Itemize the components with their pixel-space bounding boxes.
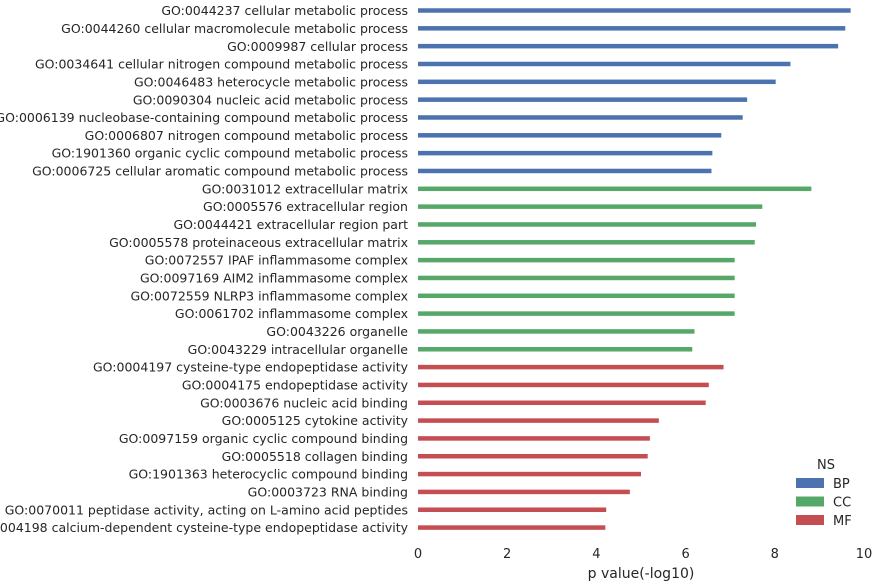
category-label: GO:0043226 organelle xyxy=(266,324,408,339)
bar-bp-3 xyxy=(418,61,791,67)
bar-mf-3 xyxy=(418,418,659,423)
legend: NS BP CC MF xyxy=(796,458,852,529)
bar-mf-4 xyxy=(418,436,650,441)
bar-bp-0 xyxy=(418,8,851,13)
x-tick-label: 0 xyxy=(414,547,422,562)
bar-cc-1 xyxy=(418,204,763,209)
bar-mf-0 xyxy=(418,364,724,370)
legend-swatch-cc xyxy=(796,496,824,507)
bar-bp-2 xyxy=(418,43,839,49)
bar-mf-7 xyxy=(418,489,630,495)
bar-bp-7 xyxy=(418,133,722,138)
category-label: GO:0072559 NLRP3 inflammasome complex xyxy=(130,288,408,303)
category-label: GO:0097159 organic cyclic compound bindi… xyxy=(119,431,408,446)
bar-cc-4 xyxy=(418,257,735,263)
legend-title: NS xyxy=(817,458,835,473)
bar-bp-5 xyxy=(418,97,748,102)
category-label: GO:0005518 collagen binding xyxy=(222,449,408,464)
bar-bp-8 xyxy=(418,150,713,156)
x-tick-label: 10 xyxy=(856,547,873,562)
bar-bp-4 xyxy=(418,79,776,85)
category-label: GO:0044260 cellular macromolecule metabo… xyxy=(61,21,408,36)
bar-mf-1 xyxy=(418,382,709,388)
legend-label-bp: BP xyxy=(833,477,850,492)
bar-cc-3 xyxy=(418,240,755,245)
category-label: GO:0061702 inflammasome complex xyxy=(175,306,408,321)
category-label: GO:0004197 cysteine-type endopeptidase a… xyxy=(93,360,409,375)
bar-cc-8 xyxy=(418,329,695,334)
category-label: GO:0003676 nucleic acid binding xyxy=(200,395,408,410)
category-labels-group: GO:0044237 cellular metabolic process GO:… xyxy=(0,3,409,535)
bar-cc-0 xyxy=(418,186,812,192)
category-label: GO:0006807 nitrogen compound metabolic p… xyxy=(85,128,408,143)
category-label: GO:0034641 cellular nitrogen compound me… xyxy=(35,57,408,72)
legend-label-mf: MF xyxy=(833,514,852,529)
category-label: GO:0006139 nucleobase-containing compoun… xyxy=(0,110,408,125)
legend-swatch-bp xyxy=(796,478,824,488)
x-tick-label: 6 xyxy=(681,547,689,562)
bar-cc-9 xyxy=(418,347,693,352)
category-label: GO:0005576 extracellular region xyxy=(203,199,408,214)
bar-cc-7 xyxy=(418,311,735,316)
x-tick-label: 8 xyxy=(771,547,779,562)
legend-swatch-mf xyxy=(796,515,824,525)
bars-group xyxy=(418,8,851,530)
category-label: GO:1901363 heterocyclic compound binding xyxy=(129,467,408,482)
bar-mf-6 xyxy=(418,471,641,477)
bar-mf-8 xyxy=(418,507,607,512)
category-label: GO:0044421 extracellular region part xyxy=(173,217,408,232)
category-label: GO:0072557 IPAF inflammasome complex xyxy=(145,253,408,268)
category-label: GO:0005578 proteinaceous extracellular m… xyxy=(109,235,408,250)
category-label: GO:0004198 calcium-dependent cysteine-ty… xyxy=(0,520,409,535)
category-label: GO:0009987 cellular process xyxy=(227,39,408,54)
bar-bp-9 xyxy=(418,168,712,174)
bar-bp-6 xyxy=(418,115,743,120)
category-label: GO:0004175 endopeptidase activity xyxy=(182,378,409,393)
bar-bp-1 xyxy=(418,26,846,31)
x-axis-label: p value(-log10) xyxy=(588,566,695,582)
category-label: GO:0005125 cytokine activity xyxy=(222,413,409,428)
category-label: GO:0031012 extracellular matrix xyxy=(202,181,408,196)
category-label: GO:0043229 intracellular organelle xyxy=(188,342,409,357)
bar-cc-5 xyxy=(418,275,735,281)
category-label: GO:0070011 peptidase activity, acting on… xyxy=(5,502,408,517)
bar-cc-6 xyxy=(418,293,735,299)
category-label: GO:1901360 organic cyclic compound metab… xyxy=(52,146,408,161)
x-tick-label: 2 xyxy=(503,547,511,562)
category-label: GO:0046483 heterocycle metabolic process xyxy=(134,74,408,89)
category-label: GO:0003723 RNA binding xyxy=(248,485,408,500)
category-label: GO:0006725 cellular aromatic compound me… xyxy=(32,164,408,179)
category-label: GO:0044237 cellular metabolic process xyxy=(161,3,408,18)
x-tick-label: 4 xyxy=(592,547,600,562)
bar-cc-2 xyxy=(418,222,757,227)
legend-label-cc: CC xyxy=(833,496,851,511)
bar-mf-5 xyxy=(418,454,648,459)
bar-mf-2 xyxy=(418,400,706,406)
bar-mf-9 xyxy=(418,525,606,530)
category-label: GO:0090304 nucleic acid metabolic proces… xyxy=(133,92,408,107)
category-label: GO:0097169 AIM2 inflammasome complex xyxy=(140,271,408,286)
x-tick-labels-group: 0 2 4 6 8 10 xyxy=(414,547,872,562)
